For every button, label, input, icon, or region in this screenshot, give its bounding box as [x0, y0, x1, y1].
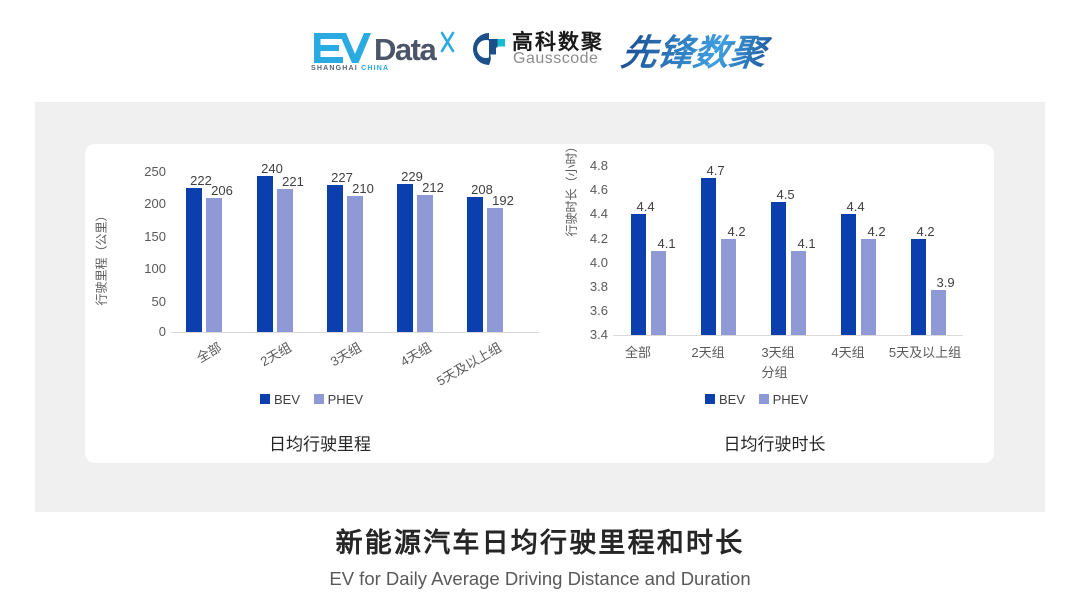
svg-text:Data: Data — [374, 32, 437, 67]
